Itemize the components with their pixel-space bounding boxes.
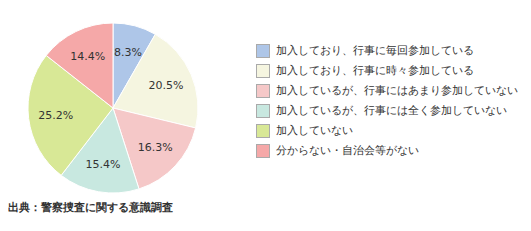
svg-text:8.3%: 8.3% — [114, 46, 142, 59]
svg-text:16.3%: 16.3% — [138, 141, 173, 154]
svg-text:20.5%: 20.5% — [149, 79, 184, 92]
svg-text:15.4%: 15.4% — [86, 158, 121, 171]
html-text:加入しているが、行事には全く参加していない: 加入しているが、行事には全く参加していない — [276, 104, 507, 117]
html-text:出典：警察捜査に関する意識調査: 出典：警察捜査に関する意識調査 — [8, 201, 173, 214]
html-text:加入しており、行事に時々参加している: 加入しており、行事に時々参加している — [276, 64, 474, 77]
svg-text:14.4%: 14.4% — [70, 50, 105, 63]
svg-text:25.2%: 25.2% — [38, 109, 73, 122]
html-text:加入しているが、行事にはあまり参加していない: 加入しているが、行事にはあまり参加していない — [276, 84, 518, 97]
html-text:分からない・自治会等がない: 分からない・自治会等がない — [276, 144, 419, 157]
html-text:加入していない: 加入していない — [276, 124, 353, 137]
html-text:加入しており、行事に毎回参加している: 加入しており、行事に毎回参加している — [276, 44, 474, 57]
